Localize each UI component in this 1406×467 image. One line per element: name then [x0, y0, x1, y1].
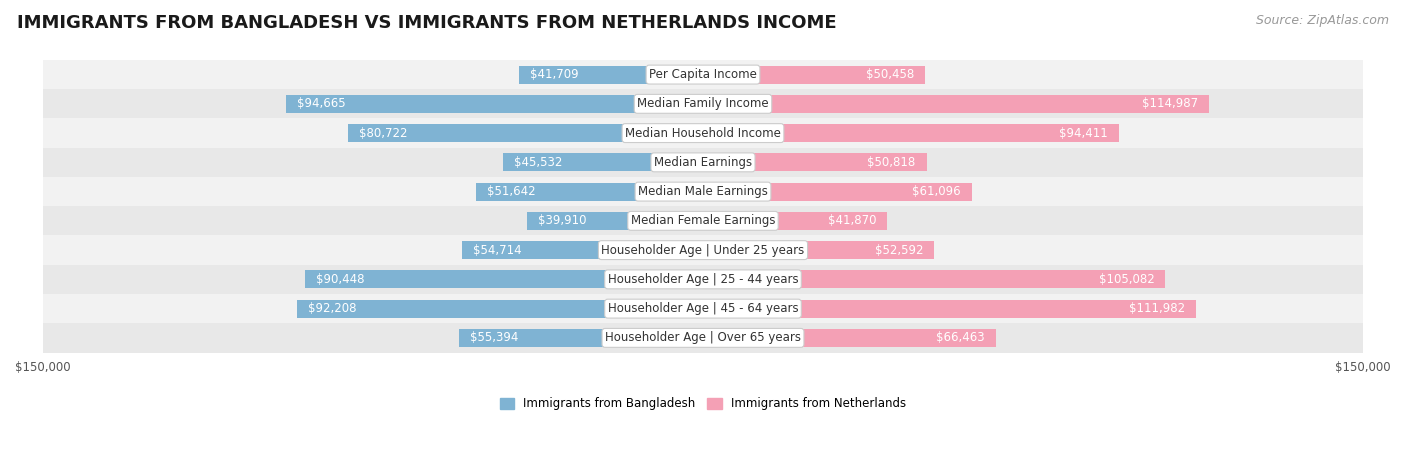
Text: Median Female Earnings: Median Female Earnings: [631, 214, 775, 227]
Bar: [42, 206, 1364, 235]
Bar: [42, 148, 1364, 177]
Bar: [297, 299, 703, 318]
Bar: [703, 153, 927, 171]
Text: $90,448: $90,448: [316, 273, 364, 286]
Bar: [527, 212, 703, 230]
Text: $54,714: $54,714: [474, 244, 522, 257]
Text: $45,532: $45,532: [513, 156, 562, 169]
Text: $41,870: $41,870: [828, 214, 876, 227]
Text: $92,208: $92,208: [308, 302, 357, 315]
Bar: [42, 235, 1364, 265]
Text: $111,982: $111,982: [1129, 302, 1185, 315]
Text: Per Capita Income: Per Capita Income: [650, 68, 756, 81]
Bar: [463, 241, 703, 259]
Text: $39,910: $39,910: [538, 214, 586, 227]
Bar: [519, 65, 703, 84]
Bar: [703, 65, 925, 84]
Text: Householder Age | 45 - 64 years: Householder Age | 45 - 64 years: [607, 302, 799, 315]
Bar: [42, 119, 1364, 148]
Bar: [42, 177, 1364, 206]
Text: $94,411: $94,411: [1059, 127, 1108, 140]
Text: $61,096: $61,096: [912, 185, 960, 198]
Bar: [42, 60, 1364, 89]
Bar: [703, 124, 1119, 142]
Text: $55,394: $55,394: [470, 332, 519, 344]
Bar: [42, 294, 1364, 323]
Bar: [305, 270, 703, 289]
Bar: [347, 124, 703, 142]
Bar: [475, 183, 703, 201]
Bar: [703, 95, 1209, 113]
Text: Median Earnings: Median Earnings: [654, 156, 752, 169]
Bar: [703, 329, 995, 347]
Text: Householder Age | Over 65 years: Householder Age | Over 65 years: [605, 332, 801, 344]
Legend: Immigrants from Bangladesh, Immigrants from Netherlands: Immigrants from Bangladesh, Immigrants f…: [495, 393, 911, 415]
Text: Median Household Income: Median Household Income: [626, 127, 780, 140]
Text: $51,642: $51,642: [486, 185, 536, 198]
Text: $94,665: $94,665: [297, 97, 346, 110]
Text: Median Male Earnings: Median Male Earnings: [638, 185, 768, 198]
Text: Median Family Income: Median Family Income: [637, 97, 769, 110]
Bar: [287, 95, 703, 113]
Bar: [703, 270, 1166, 289]
Bar: [703, 212, 887, 230]
Text: Source: ZipAtlas.com: Source: ZipAtlas.com: [1256, 14, 1389, 27]
Text: $50,458: $50,458: [866, 68, 914, 81]
Text: $50,818: $50,818: [868, 156, 915, 169]
Bar: [502, 153, 703, 171]
Text: Householder Age | 25 - 44 years: Householder Age | 25 - 44 years: [607, 273, 799, 286]
Text: $105,082: $105,082: [1098, 273, 1154, 286]
Bar: [42, 323, 1364, 353]
Text: $66,463: $66,463: [936, 332, 984, 344]
Bar: [460, 329, 703, 347]
Bar: [703, 299, 1197, 318]
Bar: [42, 89, 1364, 119]
Text: $41,709: $41,709: [530, 68, 579, 81]
Text: Householder Age | Under 25 years: Householder Age | Under 25 years: [602, 244, 804, 257]
Text: $114,987: $114,987: [1142, 97, 1198, 110]
Bar: [42, 265, 1364, 294]
Text: $52,592: $52,592: [875, 244, 924, 257]
Text: IMMIGRANTS FROM BANGLADESH VS IMMIGRANTS FROM NETHERLANDS INCOME: IMMIGRANTS FROM BANGLADESH VS IMMIGRANTS…: [17, 14, 837, 32]
Bar: [703, 183, 972, 201]
Text: $80,722: $80,722: [359, 127, 408, 140]
Bar: [703, 241, 935, 259]
